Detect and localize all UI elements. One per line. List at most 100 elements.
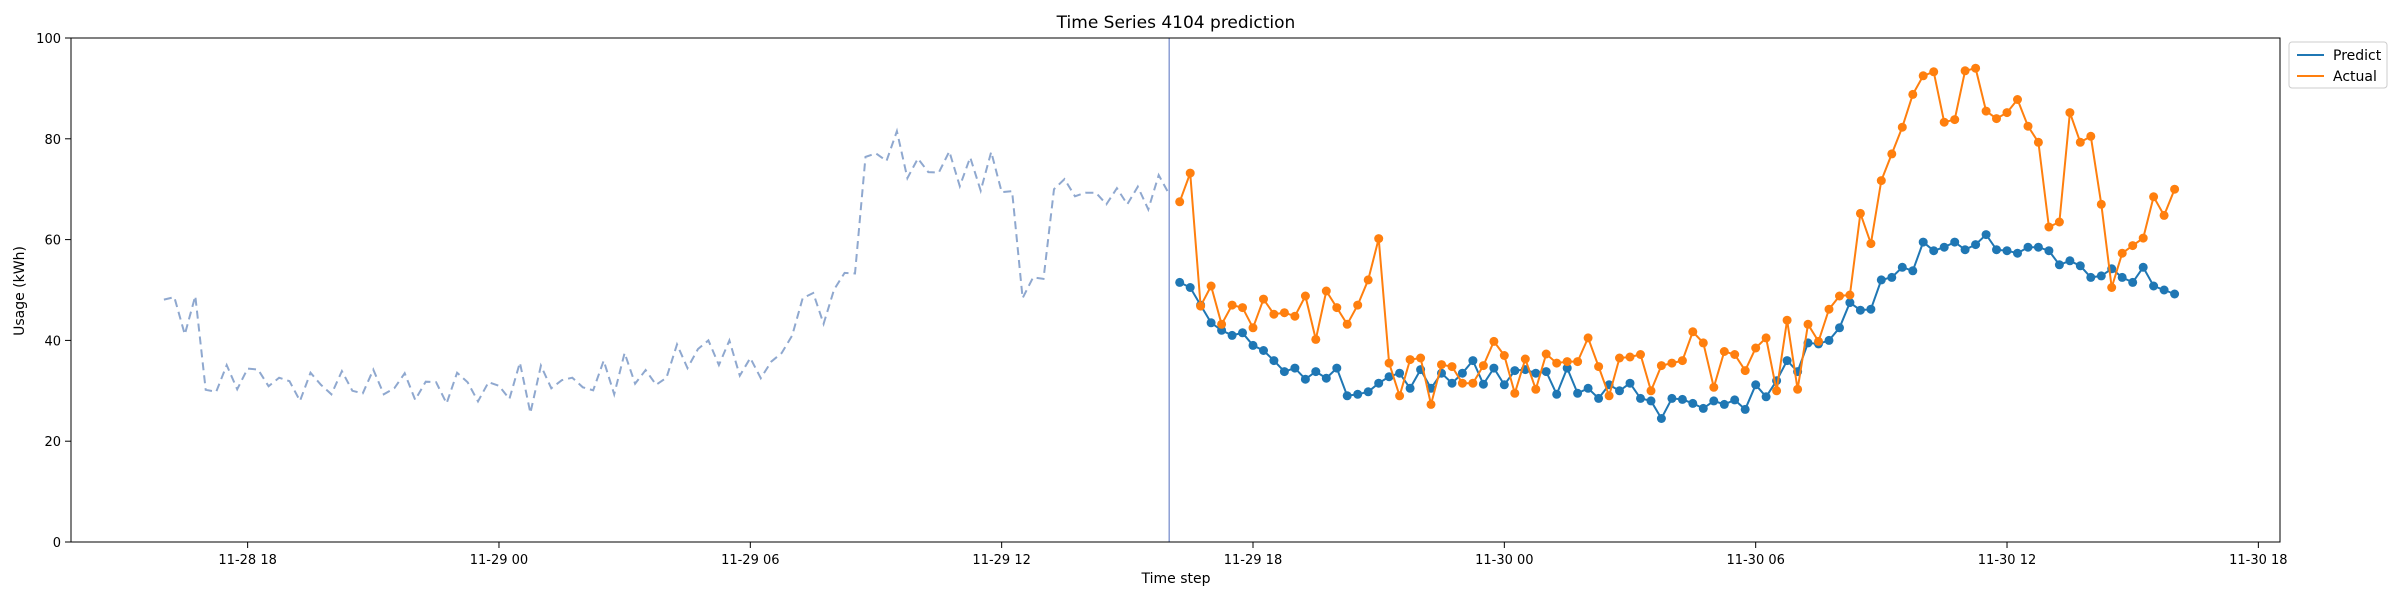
predict-point <box>2065 256 2075 266</box>
predict-point <box>1730 395 1740 405</box>
predict-point <box>1887 272 1897 282</box>
predict-point <box>2023 242 2033 252</box>
predict-point <box>1939 242 1949 252</box>
predict-point <box>1300 374 1310 384</box>
predict-point <box>1489 363 1499 373</box>
predict-point <box>1353 389 1363 399</box>
actual-point <box>1573 357 1583 367</box>
actual-point <box>1437 360 1446 370</box>
predict-point <box>1656 414 1666 423</box>
actual-point <box>1835 291 1844 301</box>
actual-point <box>1615 353 1624 363</box>
predict-point <box>2075 261 2085 271</box>
actual-point <box>1426 399 1436 409</box>
actual-point <box>1447 362 1457 372</box>
actual-point <box>1594 362 1604 372</box>
actual-point <box>1709 382 1719 392</box>
actual-point <box>1793 384 1803 394</box>
predict-point <box>1992 245 2001 255</box>
actual-point <box>1876 176 1886 186</box>
predict-point <box>1929 246 1939 256</box>
predict-point <box>1908 266 1918 276</box>
actual-point <box>1227 300 1237 310</box>
actual-point <box>2107 283 2117 292</box>
actual-point <box>1552 358 1562 368</box>
predict-point <box>1499 380 1509 390</box>
predict-point <box>1719 399 1729 409</box>
actual-point <box>2096 199 2106 209</box>
predict-point <box>1761 392 1771 402</box>
x-axis-label: Time step <box>1141 571 1211 587</box>
axes: 0 20 40 60 80 100 11-28 18 11-29 00 11-29 06 11-2… <box>36 32 2287 568</box>
actual-point <box>1300 291 1310 301</box>
actual-point <box>1468 378 1478 388</box>
predict-point <box>2170 289 2180 299</box>
predict-point <box>1573 388 1583 398</box>
actual-point <box>1761 333 1771 343</box>
actual-point <box>2075 137 2085 147</box>
actual-point <box>1918 71 1928 81</box>
actual-point <box>1625 352 1635 362</box>
actual-point <box>1981 106 1991 116</box>
actual-point <box>1971 63 1981 73</box>
actual-point <box>2170 184 2180 194</box>
predict-point <box>1332 363 1342 373</box>
actual-point <box>1677 356 1687 366</box>
actual-point <box>1311 334 1321 344</box>
actual-point <box>2033 137 2043 147</box>
actual-point <box>2086 131 2096 141</box>
predict-point <box>1259 346 1268 355</box>
predict-point <box>1238 328 1247 338</box>
y-tick-label: 80 <box>44 133 61 148</box>
predict-point <box>1457 368 1467 378</box>
actual-point <box>1342 319 1352 329</box>
actual-point <box>1248 323 1258 333</box>
legend: Predict Actual <box>2288 41 2388 89</box>
predict-point <box>2159 285 2169 295</box>
actual-point <box>1897 122 1907 132</box>
predict-point <box>1321 373 1331 383</box>
legend-predict-label: Predict <box>2333 48 2382 64</box>
predict-point <box>1677 394 1687 404</box>
actual-point <box>1719 347 1729 356</box>
predict-point <box>1311 367 1321 377</box>
x-tick-label: 11-30 00 <box>1475 553 1533 568</box>
x-tick-label: 11-29 12 <box>972 553 1030 568</box>
actual-point <box>1206 281 1216 291</box>
predict-point <box>1688 398 1698 408</box>
actual-point <box>1939 117 1949 127</box>
actual-point <box>1185 168 1195 178</box>
predict-point <box>1625 378 1635 388</box>
x-tick-label: 11-30 06 <box>1726 553 1784 568</box>
actual-point <box>1688 327 1698 337</box>
actual-point <box>2149 192 2159 202</box>
predict-point <box>1541 367 1551 377</box>
predict-point <box>1374 378 1384 388</box>
actual-point <box>2065 108 2075 118</box>
actual-point <box>1405 355 1415 365</box>
actual-point <box>1866 239 1876 249</box>
predict-point <box>1897 262 1907 272</box>
actual-point <box>1238 303 1247 313</box>
actual-point <box>2044 222 2054 232</box>
actual-point <box>1992 114 2001 124</box>
predict-point <box>1395 368 1405 378</box>
history-line <box>163 127 1171 414</box>
predict-point <box>2002 246 2012 256</box>
predict-point <box>1363 387 1373 397</box>
predict-point <box>1751 380 1761 390</box>
actual-point <box>1908 89 1918 99</box>
predict-point <box>1866 304 1876 314</box>
predict-point <box>2086 272 2096 282</box>
chart-title: Time Series 4104 prediction <box>1056 13 1296 33</box>
actual-point <box>1259 294 1268 304</box>
actual-point <box>1950 115 1960 125</box>
predict-point <box>1971 240 1981 250</box>
predict-point <box>2149 281 2159 291</box>
predict-point <box>1562 363 1572 373</box>
y-tick-label: 100 <box>36 32 61 47</box>
actual-point <box>1457 378 1467 388</box>
predict-point <box>1248 340 1258 350</box>
actual-point <box>1845 290 1855 300</box>
actual-point <box>2013 95 2022 104</box>
